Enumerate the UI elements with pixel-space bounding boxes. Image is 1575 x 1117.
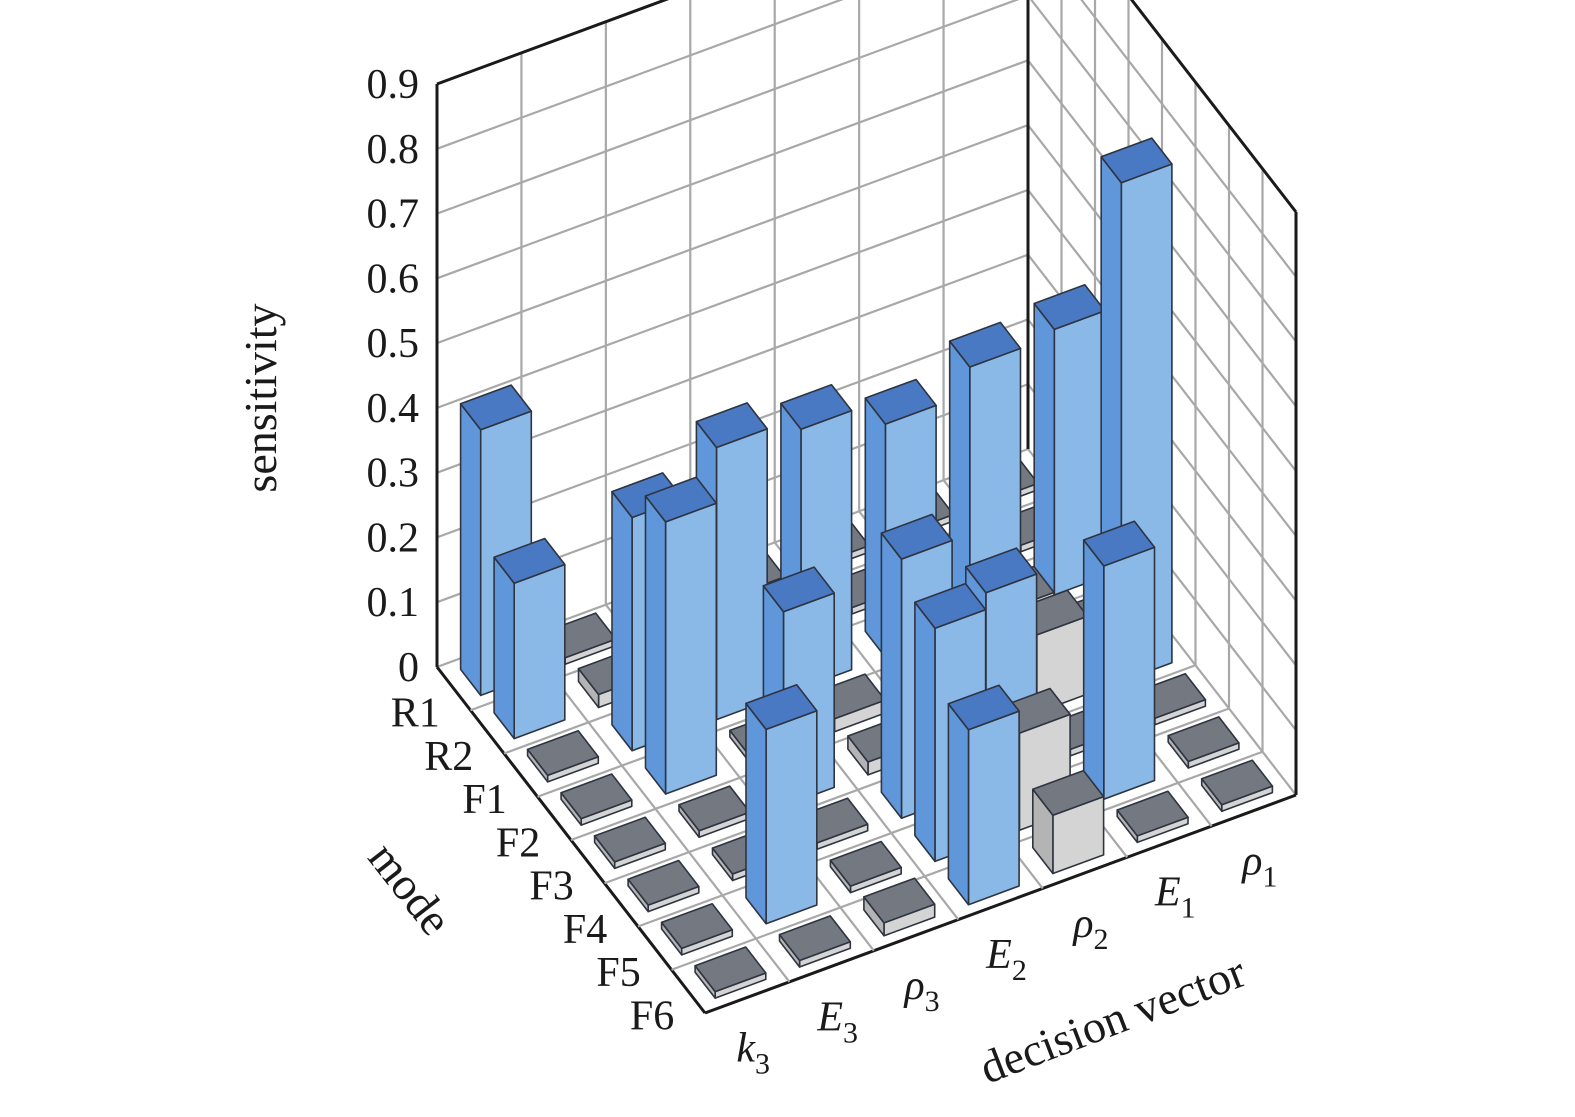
bar-F3-0 xyxy=(593,816,667,870)
mode-tick-label: F1 xyxy=(462,777,506,823)
z-tick-label: 0.1 xyxy=(367,580,420,626)
bar-R2-0 xyxy=(493,537,566,740)
bar-face-top xyxy=(778,915,852,962)
mode-axis-title: mode xyxy=(359,832,462,944)
chart-frame-edge xyxy=(1129,0,1298,213)
bar-F3-1 xyxy=(678,785,751,839)
bar-F6-1 xyxy=(778,915,852,968)
bar-face-top xyxy=(914,582,987,630)
bar-face-side xyxy=(1033,302,1056,596)
bar-face-top xyxy=(829,840,903,887)
gridline-horizontal xyxy=(436,0,1297,278)
bar-face-top xyxy=(459,384,533,431)
bar-face-side xyxy=(914,601,936,863)
decision-vector-tick-label: k3 xyxy=(736,1025,770,1080)
bar-face-top xyxy=(695,402,769,449)
bar-F6-5 xyxy=(1116,790,1189,844)
z-tick-label: 0.4 xyxy=(367,386,420,432)
bar-F2-0 xyxy=(560,773,633,826)
bar-face-side xyxy=(745,702,767,925)
mode-tick-label: F6 xyxy=(630,993,674,1039)
z-axis-title: sensitivity xyxy=(235,303,286,492)
bar-face-side xyxy=(459,402,482,697)
bar-face-front xyxy=(967,710,1020,906)
bar-face-top xyxy=(780,383,853,431)
gridline-horizontal xyxy=(436,0,1297,343)
bar-F6-6 xyxy=(1200,759,1274,813)
chart-bars xyxy=(459,137,1274,999)
bar-face-side xyxy=(611,490,633,752)
bar-F5-6 xyxy=(1167,716,1240,769)
bar-face-top xyxy=(1167,716,1240,763)
bar-F6-0 xyxy=(694,946,767,999)
mode-tick-label: F5 xyxy=(596,950,640,996)
bar-face-top xyxy=(947,684,1020,731)
bar-face-front xyxy=(1103,546,1156,801)
bar-face-top xyxy=(1082,520,1156,567)
bar-face-top xyxy=(1032,769,1105,817)
bar-face-front xyxy=(765,709,818,925)
bar-F2-1 xyxy=(644,476,718,795)
mode-tick-label: R1 xyxy=(391,691,440,737)
chart-walls xyxy=(435,0,1298,1015)
decision-vector-tick-label: ρ1 xyxy=(1240,839,1277,894)
mode-tick-label: F4 xyxy=(563,907,607,953)
bar-face-top xyxy=(526,729,600,777)
bar-face-side xyxy=(493,556,516,740)
bar-face-side xyxy=(880,532,903,820)
bar-F5-0 xyxy=(660,902,734,956)
bar-face-top xyxy=(644,476,718,523)
bar-face-top xyxy=(593,816,667,863)
mode-tick-label: R2 xyxy=(424,734,473,780)
bar-F6-3 xyxy=(947,684,1020,906)
z-tick-label: 0.8 xyxy=(367,127,420,173)
z-tick-label: 0.2 xyxy=(367,515,420,561)
chart-frame-edge xyxy=(436,0,670,86)
mode-tick-label: F2 xyxy=(496,820,540,866)
bar-face-top xyxy=(560,773,633,820)
bar-face-side xyxy=(1082,539,1105,801)
bar-face-top xyxy=(863,877,936,924)
bar-face-top xyxy=(864,378,937,425)
bar-face-side xyxy=(947,702,970,906)
bar-F5-5 xyxy=(1082,520,1156,801)
bar-face-top xyxy=(1116,790,1189,837)
bar-face-top xyxy=(660,902,734,950)
z-tick-label: 0.6 xyxy=(367,256,420,302)
bar-face-side xyxy=(644,495,667,795)
bar-face-front xyxy=(664,502,718,795)
bar-F4-0 xyxy=(627,859,700,913)
decision-vector-tick-label: E1 xyxy=(1154,870,1196,925)
z-tick-label: 0.5 xyxy=(367,321,420,367)
bar-face-top xyxy=(627,859,700,906)
bar-face-front xyxy=(715,427,769,721)
bar-face-top xyxy=(1200,759,1274,806)
decision-vector-tick-label: E2 xyxy=(985,932,1027,987)
mode-tick-label: F3 xyxy=(529,864,573,910)
bar-face-top xyxy=(964,547,1038,594)
bar-F5-1 xyxy=(745,683,818,925)
bar-face-top xyxy=(880,513,953,560)
bar-face-top xyxy=(1100,137,1173,184)
bar-F6-4 xyxy=(1032,769,1105,875)
bar-face-top xyxy=(745,683,818,731)
decision-vector-tick-label: ρ3 xyxy=(902,963,939,1018)
bar-face-front xyxy=(513,563,566,740)
bar-face-top xyxy=(948,321,1022,368)
bar-face-top xyxy=(493,537,566,585)
z-tick-label: 0.9 xyxy=(367,62,420,108)
bar-F5-2 xyxy=(829,840,903,894)
decision-vector-tick-label: ρ2 xyxy=(1071,901,1108,956)
decision-vector-tick-label: E3 xyxy=(816,994,858,1049)
z-tick-label: 0 xyxy=(398,645,419,691)
bar-F6-2 xyxy=(863,877,936,937)
bar-face-top xyxy=(694,946,767,993)
bar-face-top xyxy=(762,566,836,613)
chart-frame-edge xyxy=(704,793,1297,1015)
z-tick-label: 0.3 xyxy=(367,451,420,497)
bar-F1-0 xyxy=(526,729,600,783)
floor-gridline xyxy=(520,635,791,983)
z-tick-label: 0.7 xyxy=(367,192,420,238)
